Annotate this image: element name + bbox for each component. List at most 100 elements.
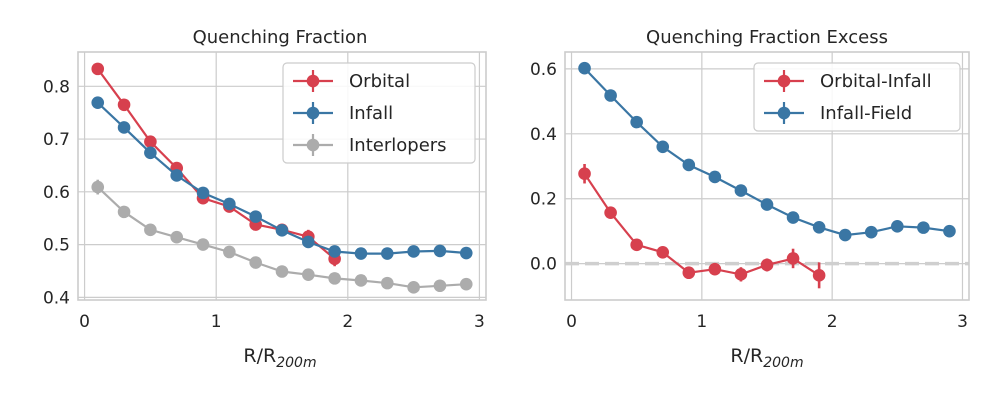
x-tick-label: 2 <box>827 312 838 332</box>
data-point <box>943 224 956 238</box>
data-point <box>708 170 722 184</box>
data-point <box>249 256 262 269</box>
data-point <box>864 225 878 239</box>
series-interlopers <box>91 179 473 294</box>
plot-frame <box>564 51 970 301</box>
legend: Orbital Infall Interlopers <box>282 62 476 164</box>
data-point <box>812 269 826 282</box>
legend-label: Orbital <box>349 71 410 92</box>
series-line <box>96 68 336 260</box>
legend-label: Infall-Field <box>820 103 912 124</box>
data-point <box>223 197 236 211</box>
data-point <box>407 245 420 258</box>
series-infall-field <box>578 61 956 242</box>
y-tick-label: 0.6 <box>530 60 557 80</box>
legend-marker <box>306 106 320 120</box>
quenching-fraction-panel: Quenching Fraction R/R200m 0 1 2 3 0.4 0.5 0.6… <box>43 27 487 371</box>
x-tick-label: 1 <box>696 312 707 332</box>
data-point <box>91 96 105 109</box>
data-point <box>708 262 722 276</box>
data-point <box>656 245 670 259</box>
legend-label: Infall <box>349 103 393 124</box>
legend-label: Interlopers <box>349 135 447 156</box>
legend-item: Infall <box>293 102 393 124</box>
data-point <box>459 246 473 260</box>
plot-frame <box>77 51 487 301</box>
legend-marker <box>306 138 320 152</box>
x-tick-label: 0 <box>79 312 90 332</box>
data-point <box>604 89 617 102</box>
data-point <box>380 276 394 290</box>
data-point <box>328 245 341 258</box>
data-point <box>578 167 591 181</box>
data-point <box>223 245 236 259</box>
data-point <box>354 274 368 287</box>
data-point <box>786 211 800 224</box>
y-tick-label: 0.7 <box>43 130 70 150</box>
panel-title: Quenching Fraction Excess <box>646 27 888 48</box>
quenching-fraction-excess-panel: Quenching Fraction Excess R/R200m 0 1 2 3 0.… <box>530 27 970 371</box>
data-point <box>380 247 394 260</box>
y-tick-label: 0.4 <box>530 125 557 145</box>
x-tick-label: 2 <box>342 312 353 332</box>
data-point <box>117 121 131 134</box>
series-line <box>583 173 820 277</box>
series-orbital-infall <box>578 163 826 289</box>
data-point <box>734 268 748 281</box>
x-axis-label: R/R200m <box>243 345 316 371</box>
x-axis-label: R/R200m <box>730 345 803 371</box>
data-point <box>91 180 105 194</box>
panel-title: Quenching Fraction <box>193 27 368 48</box>
y-tick-label: 0.2 <box>530 190 557 210</box>
data-point <box>630 238 643 252</box>
legend-item: Orbital-Infall <box>764 70 932 92</box>
data-point <box>302 268 315 281</box>
x-tick-label: 1 <box>211 312 222 332</box>
data-point <box>407 281 420 294</box>
legend-label: Orbital-Infall <box>820 71 932 92</box>
data-point <box>604 206 617 219</box>
y-tick-label: 0.8 <box>43 77 70 97</box>
data-point <box>917 221 930 234</box>
data-point <box>117 98 131 112</box>
y-tick-label: 0.4 <box>43 288 70 308</box>
data-point <box>433 244 447 258</box>
legend-marker <box>777 74 791 88</box>
data-point <box>630 115 643 129</box>
legend-marker <box>777 106 791 120</box>
data-point <box>786 252 800 265</box>
data-point <box>328 272 341 285</box>
data-point <box>433 279 447 293</box>
data-point <box>91 62 105 76</box>
data-point <box>144 146 157 160</box>
data-point <box>196 186 210 200</box>
data-point <box>275 224 289 237</box>
legend-item: Orbital <box>293 70 410 92</box>
data-point <box>275 265 289 278</box>
data-point <box>459 277 473 291</box>
data-point <box>170 169 184 182</box>
y-tick-label: 0.6 <box>43 183 70 203</box>
legend-item: Interlopers <box>293 134 447 156</box>
data-point <box>302 235 315 249</box>
data-point <box>144 135 157 149</box>
x-tick-label: 3 <box>474 312 485 332</box>
y-tick-label: 0.5 <box>43 236 70 256</box>
data-point <box>144 223 157 237</box>
data-point <box>682 158 696 172</box>
x-tick-label: 3 <box>957 312 968 332</box>
x-tick-label: 0 <box>566 312 577 332</box>
series-infall <box>91 96 473 260</box>
data-point <box>117 205 131 219</box>
data-point <box>656 140 670 154</box>
data-point <box>682 266 696 280</box>
data-point <box>760 258 774 272</box>
data-point <box>354 247 368 260</box>
legend-box <box>753 62 961 132</box>
legend: Orbital-Infall Infall-Field <box>753 62 961 132</box>
data-point <box>734 184 748 197</box>
data-point <box>170 230 184 244</box>
legend-box <box>282 62 476 164</box>
legend-marker <box>306 74 320 88</box>
